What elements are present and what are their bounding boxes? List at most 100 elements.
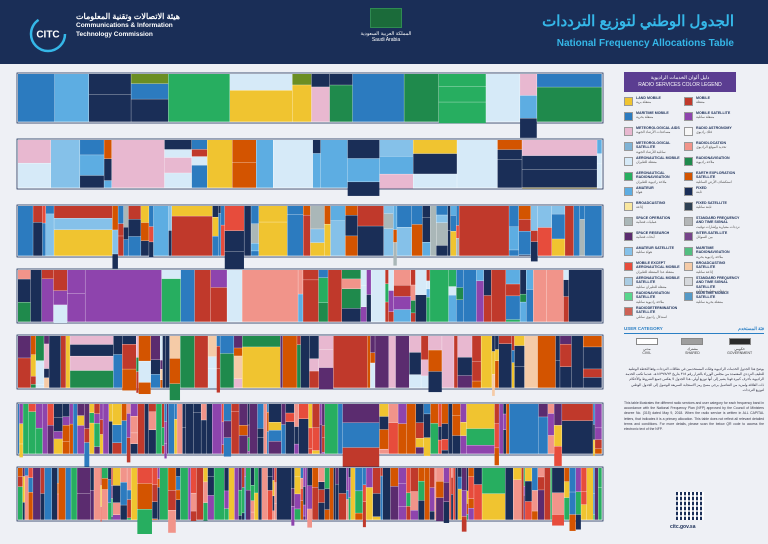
allocation-block: [494, 404, 499, 424]
allocation-block: [379, 416, 389, 430]
allocation-block: [382, 468, 391, 520]
allocation-block: [537, 490, 545, 520]
allocation-block: [31, 336, 36, 355]
legend-header: دليل ألوان الخدمات الراديوية RADIO SERVI…: [624, 72, 736, 92]
allocation-block: [113, 502, 121, 515]
allocation-block: [141, 222, 149, 241]
allocation-block: [421, 336, 429, 360]
allocation-block: [148, 430, 156, 454]
allocation-block: [393, 309, 411, 322]
allocation-block: [597, 140, 602, 154]
allocation-block: [89, 413, 94, 423]
allocation-block: [300, 500, 303, 520]
allocation-block: [85, 270, 162, 322]
allocation-block: [436, 215, 448, 223]
legend-swatch: [684, 172, 693, 181]
allocation-block: [251, 206, 259, 224]
allocation-block: [497, 140, 522, 150]
legend-swatch: [624, 232, 633, 241]
allocation-block: [53, 404, 63, 418]
allocation-block: [128, 206, 141, 220]
allocation-block: [385, 283, 389, 302]
website-link[interactable]: citc.gov.sa: [670, 524, 696, 530]
allocation-block: [499, 404, 504, 454]
allocation-block: [18, 468, 23, 477]
allocation-block: [242, 336, 281, 347]
user-category: USER CATEGORY فئة المستخدم مدني CIVIL مشتر…: [624, 326, 764, 355]
allocation-block: [347, 140, 380, 159]
legend-swatch: [684, 247, 693, 256]
legend-swatch: [624, 112, 633, 121]
allocation-block: [234, 468, 239, 520]
legend-swatch: [624, 277, 633, 286]
allocation-block: [514, 366, 525, 388]
allocation-block: [597, 164, 602, 188]
allocation-block: [460, 404, 467, 423]
allocation-block: [126, 404, 131, 414]
qr-code-icon[interactable]: [676, 492, 704, 520]
legend-swatch: [624, 97, 633, 106]
allocation-block: [564, 481, 570, 498]
allocation-block: [101, 468, 108, 479]
allocation-block: [112, 404, 122, 425]
allocation-block: [244, 468, 246, 477]
allocation-block: [429, 468, 435, 488]
legend-swatch: [684, 277, 693, 286]
allocation-block: [318, 302, 328, 322]
allocation-block: [100, 434, 103, 454]
allocation-block: [457, 468, 462, 477]
allocation-block: [347, 158, 380, 182]
allocation-block: [345, 236, 358, 256]
legend-swatch: [684, 187, 693, 196]
allocation-block: [322, 452, 325, 454]
allocation-block: [457, 140, 498, 188]
allocation-block: [31, 384, 36, 388]
allocation-block: [346, 490, 349, 500]
allocation-block: [73, 404, 78, 454]
allocation-block: [229, 90, 293, 122]
legend-swatch: [624, 172, 633, 181]
allocation-block: [360, 270, 367, 286]
allocation-block: [426, 270, 430, 281]
allocation-block: [406, 506, 411, 520]
allocation-block: [521, 468, 524, 520]
legend-label: INTER-SATELLITE بين السواتل: [696, 231, 728, 240]
allocation-block: [454, 336, 458, 388]
allocation-block: [586, 468, 594, 520]
allocation-block: [415, 447, 424, 454]
allocation-block: [113, 514, 121, 520]
allocation-block: [18, 358, 31, 388]
allocation-block: [355, 468, 363, 491]
allocation-block: [103, 404, 109, 454]
legend-item: BROADCASTING SATELLITE إذاعة ساتلية: [684, 261, 742, 275]
legend-label: AERONAUTICAL MOBILE SATELLITE متنقلة للطي…: [636, 276, 680, 289]
allocation-block: [123, 227, 129, 240]
allocation-block: [174, 419, 177, 454]
allocation-block: [104, 140, 112, 159]
allocation-block: [506, 404, 509, 454]
allocation-block: [335, 484, 339, 520]
allocation-block: [571, 336, 583, 388]
allocation-block: [62, 416, 70, 426]
allocation-block: [160, 360, 163, 370]
allocation-block: [120, 468, 127, 483]
allocation-block: [456, 270, 463, 288]
allocation-block: [141, 206, 149, 223]
allocation-block: [80, 140, 104, 155]
allocation-block: [428, 336, 442, 350]
allocation-block: [67, 293, 85, 322]
allocation-block: [341, 270, 361, 279]
allocation-block: [366, 294, 371, 322]
allocation-block: [393, 242, 397, 266]
allocation-block: [223, 404, 232, 421]
allocation-block: [294, 426, 299, 444]
user-category-item: مشترك SHARED: [681, 338, 704, 355]
allocation-block: [309, 371, 319, 388]
allocation-block: [156, 404, 162, 454]
legend-label: RADIODETERMINATION SATELLITE استدلال رادي…: [636, 306, 678, 319]
allocation-block: [352, 74, 404, 122]
allocation-block: [449, 468, 451, 520]
legend-swatch: [684, 232, 693, 241]
allocation-block: [30, 270, 42, 322]
allocation-block: [126, 437, 131, 463]
